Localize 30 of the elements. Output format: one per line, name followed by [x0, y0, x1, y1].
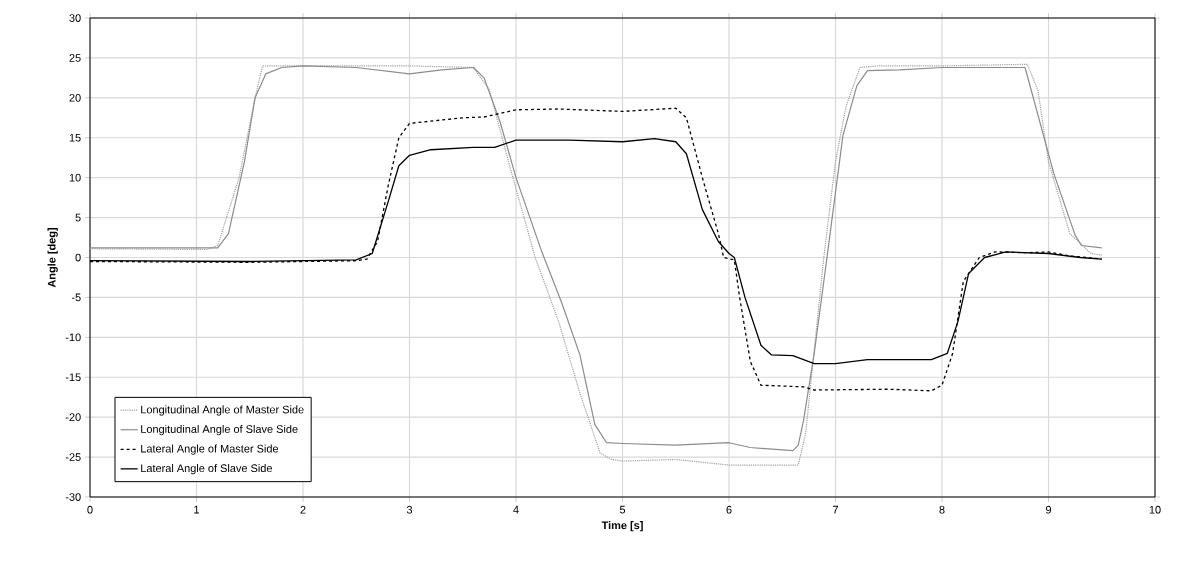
- legend-label: Longitudinal Angle of Master Side: [141, 405, 304, 416]
- x-tick-label: 1: [194, 505, 200, 514]
- legend-label: Longitudinal Angle of Slave Side: [141, 424, 298, 436]
- y-tick-label: 25: [69, 54, 81, 62]
- y-tick-label: -25: [65, 453, 81, 461]
- x-tick-label: 6: [726, 505, 732, 514]
- y-tick-label: -15: [65, 373, 81, 382]
- y-tick-label: 20: [69, 93, 81, 102]
- y-tick-label: 15: [69, 133, 81, 142]
- y-tick-label: -5: [71, 293, 81, 302]
- y-tick-label: -20: [65, 413, 81, 422]
- legend-label: Lateral Angle of Master Side: [141, 444, 279, 455]
- y-tick-label: -30: [65, 493, 81, 501]
- x-tick-label: 5: [619, 505, 626, 514]
- x-tick-label: 9: [1045, 505, 1052, 514]
- x-axis-title: Time [s]: [601, 521, 643, 532]
- x-tick-label: 3: [406, 505, 413, 514]
- y-tick-label: 0: [75, 253, 81, 262]
- y-tick-label: 5: [75, 213, 81, 222]
- y-tick-label: 30: [69, 14, 81, 22]
- x-tick-label: 8: [939, 505, 945, 514]
- y-axis-title: Angle [deg]: [47, 227, 58, 288]
- y-tick-label: -10: [65, 333, 81, 342]
- x-tick-label: 10: [1149, 505, 1161, 514]
- x-tick-label: 2: [300, 505, 306, 514]
- x-tick-label: 7: [833, 505, 838, 514]
- x-tick-label: 0: [87, 505, 93, 514]
- y-tick-label: 10: [69, 173, 81, 182]
- legend-label: Lateral Angle of Slave Side: [141, 464, 272, 475]
- x-tick-label: 4: [513, 505, 519, 514]
